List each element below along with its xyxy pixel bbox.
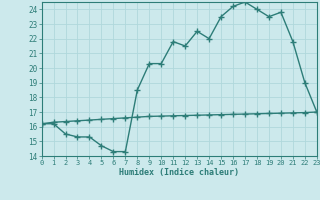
X-axis label: Humidex (Indice chaleur): Humidex (Indice chaleur) [119, 168, 239, 177]
